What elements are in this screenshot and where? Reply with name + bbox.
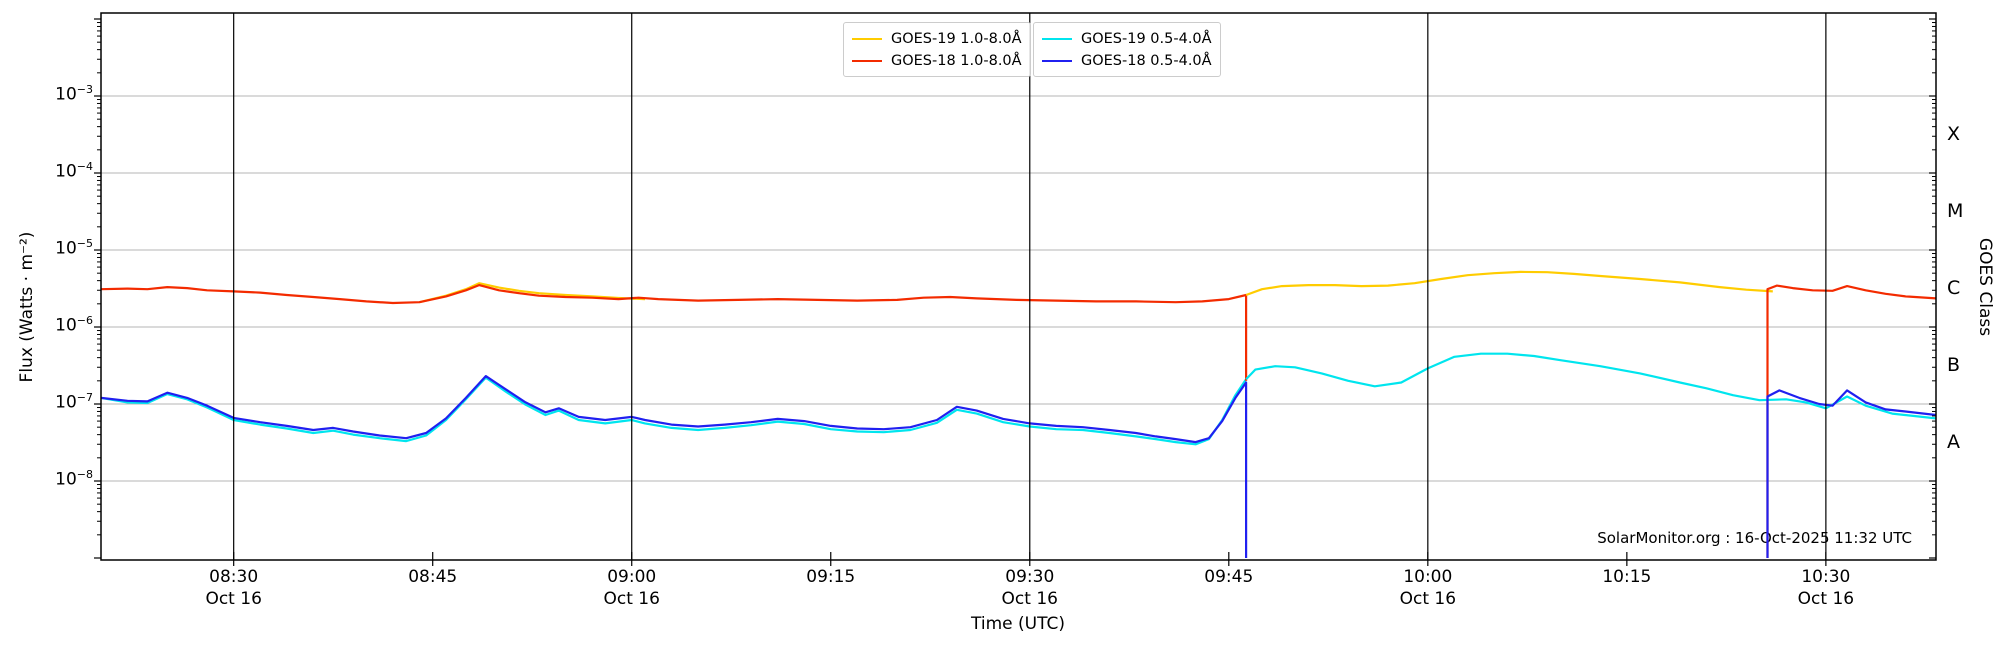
y-axis-title-right: GOES Class (1975, 237, 1995, 337)
x-tick-date-label: Oct 16 (1399, 589, 1457, 609)
series-goes-18-1-0-8-0a-pre-gap (101, 284, 1248, 381)
goes-class-label-c: C (1947, 276, 1961, 299)
goes19-short-line-swatch (1042, 37, 1072, 41)
goes18-long-line-swatch (852, 59, 882, 63)
legend-label: GOES-18 1.0-8.0Å (891, 53, 1022, 69)
y-tick-label: 10−4 (55, 160, 93, 182)
plot-border (100, 12, 1937, 561)
y-tick-label: 10−5 (55, 237, 93, 259)
goes-class-label-x: X (1947, 122, 1961, 145)
x-tick-label: 09:00 (607, 567, 657, 587)
x-tick-label: 09:30 (1005, 567, 1055, 587)
x-tick-date-label: Oct 16 (1797, 589, 1855, 609)
series-goes-19-0-5-4-0a-pre-gap (101, 376, 1248, 446)
legend-label: GOES-19 0.5-4.0Å (1081, 31, 1212, 47)
series-goes-18-0-5-4-0a-pre-gap (101, 375, 1248, 558)
y-tick-label: 10−7 (55, 391, 93, 413)
x-tick-label: 10:15 (1602, 567, 1652, 587)
series-goes-19-0-5-4-0a-post-gap (1245, 352, 1936, 420)
y-tick-label: 10−8 (55, 468, 93, 490)
watermark: SolarMonitor.org : 16-Oct-2025 11:32 UTC (1597, 529, 1912, 547)
goes19-long-line-swatch (852, 37, 882, 41)
legend-label: GOES-19 1.0-8.0Å (891, 31, 1022, 47)
legend-item: GOES-18 0.5-4.0Å (1042, 50, 1212, 72)
y-tick-label: 10−6 (55, 314, 93, 336)
legend-item: GOES-19 0.5-4.0Å (1042, 28, 1212, 50)
x-axis-title: Time (UTC) (971, 614, 1065, 634)
goes-class-label-b: B (1947, 353, 1961, 376)
x-tick-date-label: Oct 16 (603, 589, 660, 609)
legend-item: GOES-19 1.0-8.0Å (852, 28, 1022, 50)
x-tick-label: 10:30 (1801, 567, 1851, 587)
legend-box-short-channel: GOES-19 0.5-4.0Å GOES-18 0.5-4.0Å (1033, 22, 1221, 77)
legend-box-long-channel: GOES-19 1.0-8.0Å GOES-18 1.0-8.0Å (843, 22, 1031, 77)
x-tick-date-label: Oct 16 (205, 589, 262, 609)
x-tick-label: 08:30 (209, 567, 259, 587)
series-goes-19-1-0-8-0a-post-gap (1245, 270, 1773, 297)
legend-item: GOES-18 1.0-8.0Å (852, 50, 1022, 72)
goes-class-label-a: A (1947, 430, 1960, 453)
x-tick-label: 10:00 (1403, 567, 1453, 587)
legend-label: GOES-18 0.5-4.0Å (1081, 53, 1212, 69)
x-tick-label: 09:15 (806, 567, 856, 587)
series-goes-18-0-5-4-0a-post-gap (1766, 389, 1936, 558)
x-tick-label: 08:45 (408, 567, 458, 587)
goes-class-label-m: M (1947, 199, 1964, 222)
x-tick-label: 09:45 (1204, 567, 1254, 587)
series-goes-18-1-0-8-0a-post-gap (1766, 284, 1936, 558)
x-tick-date-label: Oct 16 (1001, 589, 1058, 609)
y-tick-label: 10−3 (55, 83, 93, 105)
goes18-short-line-swatch (1042, 59, 1072, 63)
